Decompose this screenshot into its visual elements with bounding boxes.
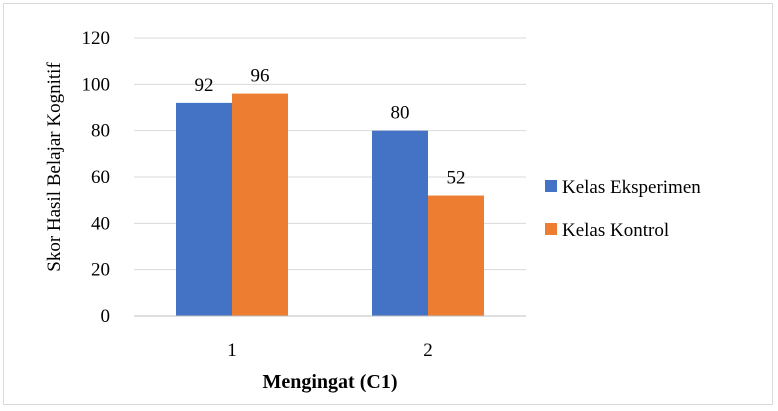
- y-tick-label: 100: [82, 74, 111, 95]
- bar-kelas-kontrol-1: [232, 93, 288, 316]
- legend: Kelas Eksperimen Kelas Kontrol: [545, 177, 701, 241]
- legend-swatch: [545, 223, 557, 235]
- data-label: 52: [447, 168, 466, 189]
- x-axis-title: Mengingat (C1): [263, 371, 398, 393]
- chart-frame: 92 96 80 52 0 20 40 60 80 100 120 1 2 Skor Hasil Be…: [3, 3, 773, 405]
- bar-kelas-eksperimen-2: [372, 130, 428, 316]
- x-tick-label: 1: [227, 340, 237, 361]
- bars: [176, 93, 484, 316]
- x-tick-label: 2: [423, 340, 433, 361]
- data-label: 96: [251, 66, 270, 87]
- tick-labels: 0 20 40 60 80 100 120 1 2: [82, 28, 433, 361]
- y-tick-label: 0: [101, 306, 111, 327]
- y-axis-title: Skor Hasil Belajar Kognitif: [44, 62, 65, 272]
- y-tick-label: 120: [82, 28, 111, 49]
- bar-chart: 92 96 80 52 0 20 40 60 80 100 120 1 2 Skor Hasil Be…: [44, 28, 701, 393]
- legend-label: Kelas Eksperimen: [562, 177, 701, 198]
- bar-kelas-eksperimen-1: [176, 102, 232, 316]
- data-label: 80: [391, 103, 410, 124]
- legend-label: Kelas Kontrol: [562, 220, 669, 241]
- y-tick-label: 40: [91, 213, 110, 234]
- y-tick-label: 20: [91, 260, 110, 281]
- y-tick-label: 60: [91, 167, 110, 188]
- data-label: 92: [195, 75, 214, 96]
- y-tick-label: 80: [91, 121, 110, 142]
- data-labels: 92 96 80 52: [195, 66, 466, 189]
- bar-kelas-kontrol-2: [428, 195, 484, 316]
- legend-swatch: [545, 180, 557, 192]
